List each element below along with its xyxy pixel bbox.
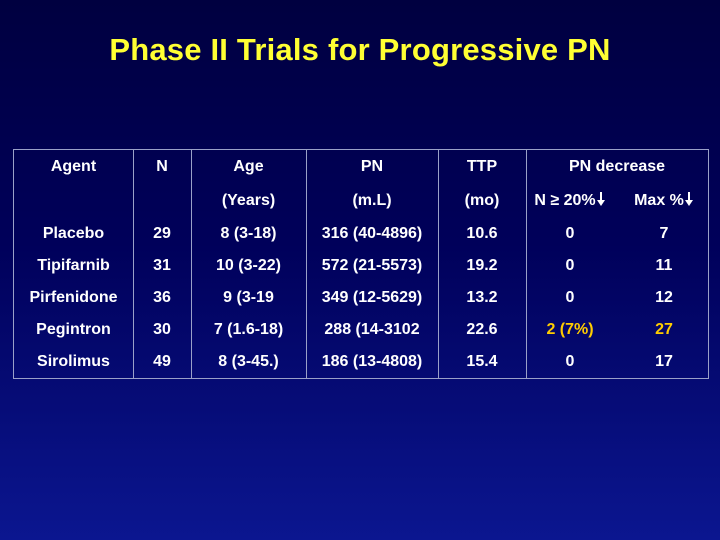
header-n-ge-20-label: N ≥ 20% — [534, 192, 596, 209]
ttp-cell: 15.4 — [466, 353, 498, 370]
max-pct-cell: 11 — [655, 257, 673, 274]
agent-cell: Pegintron — [36, 321, 111, 338]
agent-cell: Pirfenidone — [29, 289, 118, 306]
column-divider — [438, 150, 439, 378]
header-max-pct-label: Max % — [634, 192, 684, 209]
pn-cell: 288 (14-3102 — [324, 321, 420, 338]
header-ttp: TTP — [466, 158, 498, 175]
n-ge-20-cell: 0 — [565, 225, 575, 242]
max-pct-cell: 12 — [655, 289, 673, 306]
pn-cell: 316 (40-4896) — [321, 225, 423, 242]
age-cell: 9 (3-19 — [223, 289, 274, 306]
age-cell: 8 (3-18) — [220, 225, 277, 242]
header-pn: PN — [360, 158, 384, 175]
max-pct-cell-highlight: 27 — [655, 321, 673, 338]
column-divider — [191, 150, 192, 378]
header-max-pct: Max % — [620, 192, 708, 210]
header-pn-decrease: PN decrease — [568, 158, 666, 175]
n-ge-20-cell: 0 — [565, 353, 575, 370]
n-ge-20-cell: 0 — [565, 289, 575, 306]
age-cell: 7 (1.6-18) — [213, 321, 284, 338]
n-ge-20-cell: 0 — [565, 257, 575, 274]
agent-cell: Sirolimus — [37, 353, 110, 370]
column-divider — [306, 150, 307, 378]
agent-cell: Tipifarnib — [37, 257, 110, 274]
trials-table: Agent N Age PN TTP PN decrease (Years) (… — [13, 149, 709, 379]
down-arrow-icon — [684, 192, 694, 206]
n-cell: 30 — [153, 321, 171, 338]
n-cell: 49 — [153, 353, 171, 370]
n-cell: 31 — [153, 257, 171, 274]
header-ttp-unit: (mo) — [464, 192, 500, 209]
age-cell: 10 (3-22) — [216, 257, 281, 274]
n-cell: 36 — [153, 289, 171, 306]
pn-cell: 572 (21-5573) — [321, 257, 423, 274]
n-ge-20-cell-highlight: 2 (7%) — [546, 321, 594, 338]
ttp-cell: 19.2 — [466, 257, 498, 274]
pn-cell: 349 (12-5629) — [321, 289, 423, 306]
header-pn-unit: (m.L) — [352, 192, 392, 209]
column-divider — [526, 150, 527, 378]
slide-title: Phase II Trials for Progressive PN — [109, 32, 611, 67]
header-age-unit: (Years) — [221, 192, 276, 209]
header-n-ge-20: N ≥ 20% — [520, 192, 620, 210]
header-age: Age — [233, 158, 264, 175]
n-cell: 29 — [153, 225, 171, 242]
down-arrow-icon — [596, 192, 606, 206]
ttp-cell: 22.6 — [466, 321, 498, 338]
age-cell: 8 (3-45.) — [218, 353, 279, 370]
column-divider — [133, 150, 134, 378]
max-pct-cell: 17 — [655, 353, 673, 370]
max-pct-cell: 7 — [659, 225, 669, 242]
agent-cell: Placebo — [42, 225, 105, 242]
header-n: N — [156, 158, 168, 175]
pn-cell: 186 (13-4808) — [321, 353, 423, 370]
ttp-cell: 13.2 — [466, 289, 498, 306]
header-agent: Agent — [50, 158, 97, 175]
ttp-cell: 10.6 — [466, 225, 498, 242]
